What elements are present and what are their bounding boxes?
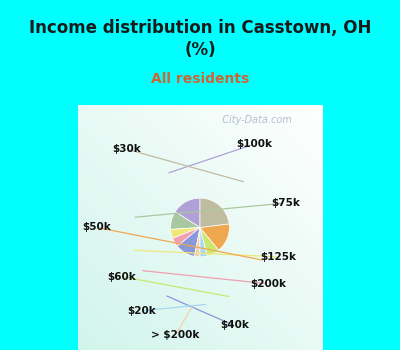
Wedge shape (175, 198, 200, 228)
Wedge shape (200, 228, 207, 257)
Text: All residents: All residents (151, 72, 249, 86)
Text: $30k: $30k (112, 144, 141, 154)
Text: $20k: $20k (127, 306, 156, 316)
Text: $60k: $60k (107, 272, 136, 281)
Wedge shape (177, 228, 200, 257)
Wedge shape (173, 228, 200, 246)
Wedge shape (200, 198, 229, 228)
Wedge shape (200, 224, 229, 250)
Text: City-Data.com: City-Data.com (216, 115, 292, 125)
Text: $125k: $125k (260, 252, 296, 262)
Text: $50k: $50k (83, 223, 112, 232)
Wedge shape (200, 228, 219, 256)
Text: $40k: $40k (220, 321, 249, 330)
Text: $100k: $100k (236, 139, 272, 149)
Wedge shape (171, 212, 200, 229)
Wedge shape (194, 228, 200, 257)
Wedge shape (171, 228, 200, 238)
Text: $75k: $75k (271, 198, 300, 208)
Text: Income distribution in Casstown, OH
(%): Income distribution in Casstown, OH (%) (29, 19, 371, 59)
Text: > $200k: > $200k (151, 330, 200, 340)
Text: $200k: $200k (250, 279, 286, 289)
